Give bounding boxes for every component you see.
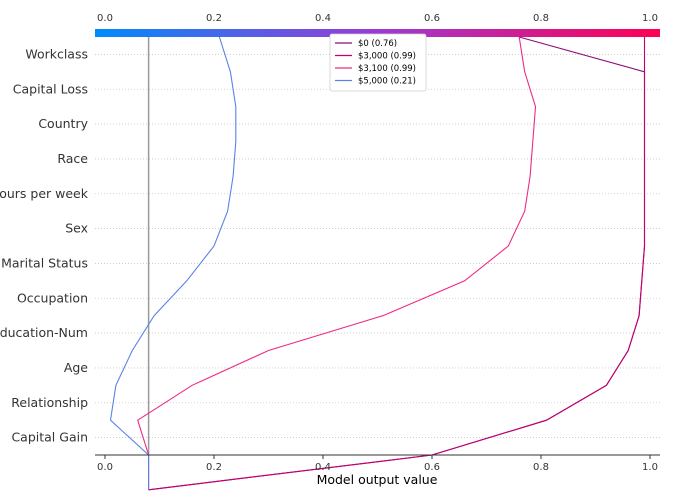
series-line xyxy=(148,36,646,491)
top-tick-label: 0.2 xyxy=(206,13,222,24)
top-tick-label: 0.8 xyxy=(533,13,549,24)
top-tick-label: 0.4 xyxy=(315,13,331,24)
legend-label: $0 (0.76) xyxy=(358,39,397,49)
top-tick-label: 1.0 xyxy=(642,13,658,24)
feature-label: Country xyxy=(38,116,88,131)
x-tick-label: 1.0 xyxy=(642,462,658,473)
x-tick-label: 0.4 xyxy=(315,462,331,473)
top-tick-label: 0.0 xyxy=(97,13,113,24)
x-axis-title: Model output value xyxy=(317,472,438,487)
feature-label: Capital Gain xyxy=(11,430,88,445)
feature-label: Marital Status xyxy=(1,255,88,270)
bottom-axis: 0.0 0.2 0.4 0.6 0.8 1.0 xyxy=(95,454,660,473)
feature-label: Capital Loss xyxy=(13,81,88,96)
legend-label: $5,000 (0.21) xyxy=(358,77,416,87)
feature-label: Sex xyxy=(65,221,88,236)
feature-label: Relationship xyxy=(11,395,88,410)
feature-label: Occupation xyxy=(17,290,88,305)
x-tick-label: 0.6 xyxy=(424,462,440,473)
x-tick-label: 0.0 xyxy=(97,462,113,473)
legend-label: $3,100 (0.99) xyxy=(358,64,416,74)
top-tick-labels: 0.0 0.2 0.4 0.6 0.8 1.0 xyxy=(97,13,658,24)
legend: $0 (0.76) $3,000 (0.99) $3,100 (0.99) $5,00… xyxy=(329,33,427,92)
feature-label: Race xyxy=(57,151,88,166)
colorbar xyxy=(95,29,660,37)
x-tick-label: 0.2 xyxy=(206,462,222,473)
x-tick-label: 0.8 xyxy=(533,462,549,473)
series-line xyxy=(109,36,237,490)
top-tick-label: 0.6 xyxy=(424,13,440,24)
feature-labels: Workclass Capital Loss Country Race Hours pe… xyxy=(0,46,89,444)
feature-label: Workclass xyxy=(25,46,88,61)
series-lines xyxy=(109,36,646,491)
series-line xyxy=(137,36,537,490)
feature-label: Age xyxy=(64,360,88,375)
feature-label: Hours per week xyxy=(0,186,89,201)
grid xyxy=(95,54,660,438)
legend-box xyxy=(329,33,427,92)
legend-label: $3,000 (0.99) xyxy=(358,52,416,62)
series-line xyxy=(148,37,646,491)
feature-label: Education-Num xyxy=(0,325,88,340)
